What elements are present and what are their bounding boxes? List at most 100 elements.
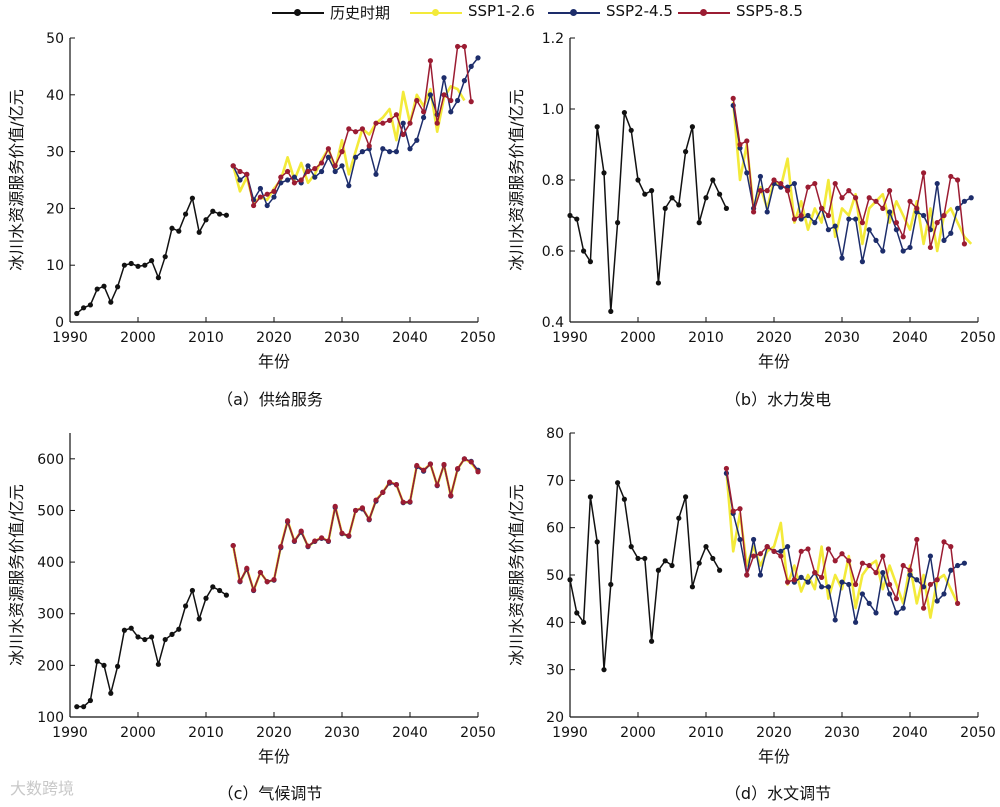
data-point-historical	[628, 127, 634, 133]
data-point-ssp585	[846, 188, 852, 194]
data-point-historical	[601, 170, 607, 176]
data-point-ssp585	[819, 205, 825, 211]
data-point-ssp245	[805, 579, 811, 585]
data-point-historical	[567, 212, 573, 219]
data-point-ssp585	[455, 43, 461, 50]
data-point-ssp585	[461, 456, 467, 462]
data-point-ssp585	[244, 565, 250, 571]
data-point-historical	[615, 220, 621, 226]
data-point-historical	[155, 661, 161, 667]
data-point-ssp245	[825, 227, 831, 233]
data-point-ssp245	[744, 170, 750, 176]
data-point-ssp585	[866, 562, 872, 569]
data-point-ssp585	[421, 467, 427, 473]
data-point-historical	[203, 217, 209, 223]
data-point-ssp585	[359, 505, 365, 511]
data-point-ssp585	[873, 570, 879, 576]
x-tick-label: 2050	[460, 330, 496, 346]
x-tick-label: 2030	[824, 330, 860, 346]
data-point-ssp245	[839, 255, 845, 261]
x-tick-label: 2020	[256, 330, 292, 346]
data-point-ssp585	[291, 180, 297, 186]
x-tick-label: 2030	[824, 725, 860, 741]
data-point-historical	[683, 494, 689, 500]
x-tick-label: 1990	[552, 725, 588, 741]
data-point-ssp245	[359, 149, 365, 155]
data-point-ssp585	[907, 567, 913, 573]
data-point-ssp585	[298, 528, 304, 534]
data-point-ssp245	[832, 617, 838, 623]
y-tick-label: 20	[46, 201, 64, 217]
legend-marker-ssp585	[700, 9, 707, 16]
y-tick-label: 60	[546, 521, 564, 537]
data-point-historical	[621, 109, 627, 116]
data-point-ssp585	[941, 212, 947, 219]
legend-label-ssp126: SSP1-2.6	[468, 2, 535, 20]
data-point-ssp245	[778, 548, 784, 554]
data-point-ssp585	[927, 581, 933, 588]
data-point-ssp585	[325, 538, 331, 544]
data-point-ssp585	[271, 188, 277, 194]
data-point-ssp245	[941, 591, 947, 597]
data-point-historical	[176, 626, 182, 632]
data-point-ssp585	[819, 574, 825, 580]
x-axis-label: 年份	[258, 352, 290, 371]
data-point-ssp585	[407, 499, 413, 505]
data-point-historical	[149, 634, 155, 640]
legend-marker-ssp126	[432, 9, 439, 16]
data-point-ssp585	[325, 146, 331, 152]
data-point-ssp585	[764, 188, 770, 194]
y-tick-label: 200	[37, 658, 64, 674]
data-point-ssp245	[853, 619, 859, 625]
data-point-ssp245	[737, 536, 743, 543]
data-point-ssp585	[900, 234, 906, 240]
data-point-historical	[655, 280, 661, 286]
data-point-ssp245	[887, 209, 893, 215]
data-point-ssp585	[455, 466, 461, 472]
x-tick-label: 2030	[324, 330, 360, 346]
data-point-historical	[587, 259, 593, 265]
data-point-ssp585	[468, 459, 474, 465]
data-point-ssp245	[955, 562, 961, 569]
data-point-ssp585	[298, 177, 304, 183]
data-point-ssp245	[353, 154, 359, 160]
data-point-historical	[81, 704, 87, 710]
x-tick-label: 2000	[120, 330, 156, 346]
data-point-ssp245	[934, 180, 940, 187]
data-point-ssp585	[312, 166, 318, 172]
series-line-historical	[76, 586, 227, 708]
data-point-ssp245	[346, 183, 352, 189]
data-point-ssp585	[257, 194, 263, 200]
data-point-historical	[108, 299, 114, 305]
x-tick-label: 2040	[892, 725, 928, 741]
data-point-historical	[142, 636, 148, 643]
data-point-ssp585	[791, 216, 797, 222]
data-point-historical	[635, 555, 641, 562]
data-point-ssp585	[744, 138, 750, 144]
data-point-ssp245	[846, 216, 852, 222]
data-point-ssp585	[407, 120, 413, 126]
data-point-historical	[601, 667, 607, 673]
data-point-ssp245	[421, 114, 427, 121]
y-tick-label: 300	[37, 607, 64, 623]
series-line-ssp585	[232, 458, 479, 591]
y-tick-label: 40	[546, 615, 564, 631]
series-line-ssp245	[232, 458, 479, 592]
data-point-ssp245	[812, 220, 818, 226]
data-point-ssp245	[859, 259, 865, 265]
x-tick-label: 2000	[620, 330, 656, 346]
y-axis-label: 冰川水资源服务价值/亿元	[7, 484, 26, 665]
data-point-ssp585	[339, 149, 345, 155]
data-point-ssp585	[264, 191, 270, 197]
data-point-historical	[662, 205, 668, 211]
data-point-historical	[115, 663, 121, 669]
data-point-ssp245	[839, 579, 845, 585]
data-point-historical	[649, 188, 655, 194]
legend-label-historical: 历史时期	[330, 4, 391, 22]
data-point-historical	[717, 191, 723, 197]
data-point-historical	[101, 662, 107, 668]
x-tick-label: 2020	[756, 725, 792, 741]
data-point-ssp585	[387, 479, 393, 485]
data-point-ssp245	[921, 212, 927, 219]
